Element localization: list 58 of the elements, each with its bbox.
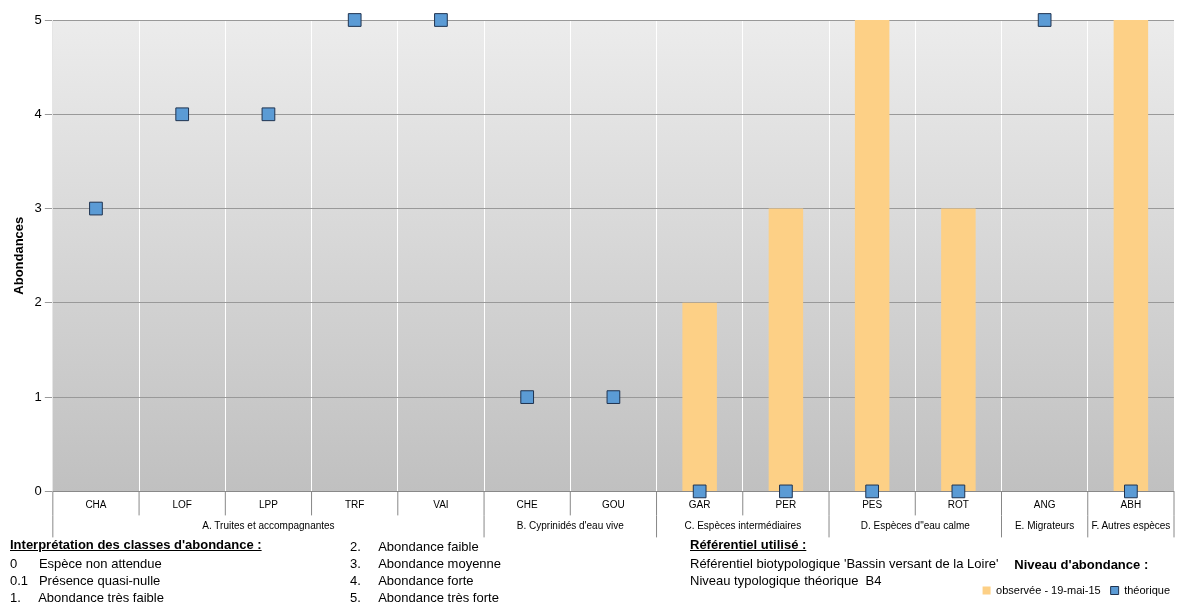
y-axis-title: Abondances — [11, 216, 27, 295]
x-tick-label: PES — [862, 499, 883, 511]
point — [1124, 484, 1138, 499]
text: 5. Abondance très forte — [350, 589, 500, 606]
bar — [682, 302, 717, 491]
legend-title: Niveau d'abondance : — [1014, 557, 1149, 573]
point — [779, 484, 793, 499]
bar — [941, 208, 976, 491]
point — [520, 390, 535, 404]
point — [347, 13, 362, 27]
y-tick-label: 5 — [34, 11, 42, 27]
text: Référentiel biotypologique 'Bassin versant de la Loire' — [690, 556, 999, 571]
x-tick-label: CHA — [85, 499, 107, 511]
text: D. Espèces d"eau calme — [860, 520, 971, 532]
text: 4. Abondance forte — [350, 572, 475, 589]
point — [434, 13, 448, 27]
x-tick-label: LOF — [172, 499, 192, 511]
x-tick-label: GOU — [602, 499, 625, 511]
text: Interprétation des classes d'abondance : — [10, 536, 263, 553]
y-tick-label: 4 — [34, 105, 42, 121]
x-tick-label: PER — [775, 499, 797, 511]
x-tick-label: ANG — [1033, 499, 1056, 511]
y-tick-label: 1 — [34, 388, 42, 404]
text: F. Autres espèces — [1091, 520, 1171, 532]
text: 0 Espèce non attendue — [10, 555, 163, 572]
y-tick-label: 3 — [34, 200, 42, 216]
x-tick-label: VAI — [433, 499, 449, 511]
point — [865, 484, 880, 499]
point — [89, 201, 103, 216]
point — [175, 107, 190, 122]
x-tick-label: TRF — [344, 499, 365, 511]
legend-label: observée - 19-mai-15 — [996, 583, 1101, 596]
x-tick-label: GAR — [688, 499, 711, 511]
point — [261, 107, 276, 122]
x-tick-label: ROT — [947, 499, 969, 511]
point — [692, 484, 707, 499]
bar — [1113, 20, 1149, 491]
text: C. Espèces intermédiaires — [684, 520, 802, 532]
bar — [768, 208, 804, 491]
text: B. Cyprinidés d'eau vive — [516, 520, 625, 532]
point — [1037, 13, 1052, 27]
text: 1. Abondance très faible — [10, 589, 165, 606]
x-tick-label: CHE — [516, 499, 539, 511]
text: Niveau typologique théorique B4 — [690, 573, 882, 588]
legend-label: théorique — [1124, 583, 1171, 596]
text: Référentiel utilisé : — [690, 536, 808, 553]
text: 2. Abondance faible — [350, 538, 480, 555]
y-tick-label: 0 — [34, 482, 42, 498]
text: 0.1 Présence quasi-nulle — [10, 572, 162, 589]
x-tick-label: ABH — [1120, 499, 1142, 511]
bar — [854, 20, 890, 491]
text: A. Truites et accompagnantes — [202, 520, 335, 532]
x-tick-label: LPP — [258, 499, 279, 511]
point — [606, 390, 621, 404]
point — [951, 484, 966, 499]
text: 3. Abondance moyenne — [350, 555, 503, 572]
text: E. Migrateurs — [1014, 520, 1075, 532]
y-tick-label: 2 — [34, 294, 42, 310]
